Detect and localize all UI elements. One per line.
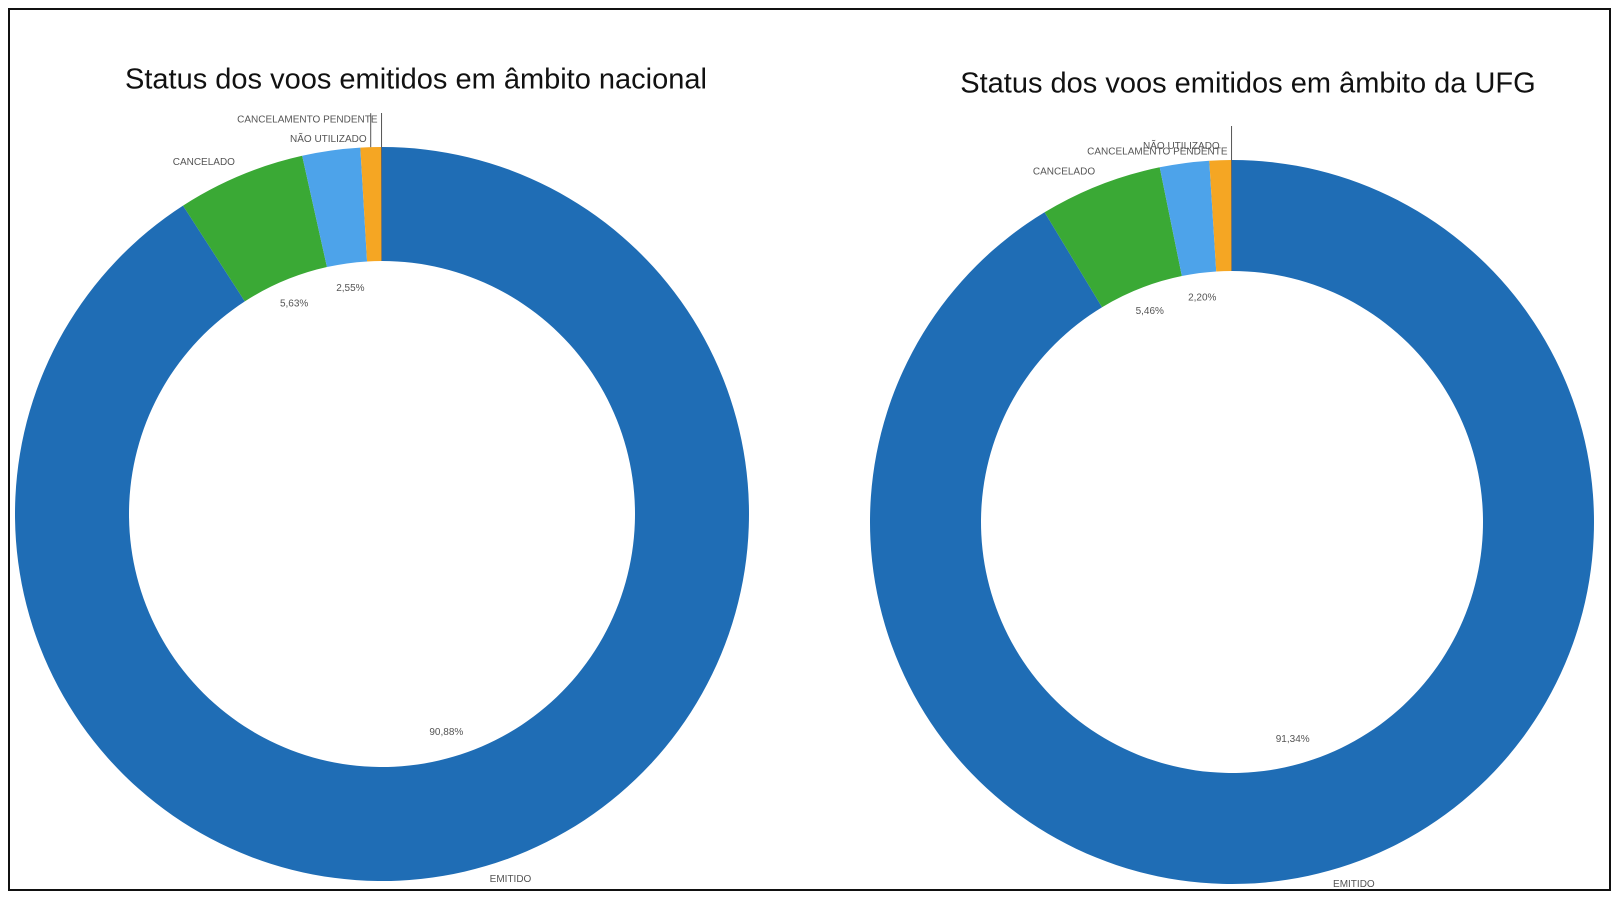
- donut-slice: [302, 147, 368, 268]
- donut-slice: [360, 147, 382, 262]
- value-label: 90,88%: [429, 727, 463, 738]
- donut-slice: [183, 155, 327, 302]
- chart-title: Status dos voos emitidos em âmbito nacio…: [125, 64, 707, 96]
- donut-slice: [1231, 160, 1232, 272]
- slice-label: NÃO UTILIZADO: [290, 132, 367, 145]
- donut-slice: [1044, 167, 1182, 308]
- slice-label: NÃO UTILIZADO: [1143, 139, 1220, 152]
- donut-slice: [381, 147, 382, 262]
- slice-label: CANCELADO: [1033, 166, 1095, 177]
- donut-slice: [1159, 160, 1217, 277]
- slice-label: CANCELAMENTO PENDENTE: [1087, 147, 1228, 158]
- slice-label: CANCELADO: [173, 157, 235, 168]
- donut-slice: [869, 160, 1594, 885]
- value-label: 91,34%: [1276, 734, 1310, 745]
- value-label: 5,46%: [1136, 306, 1164, 317]
- donut-slice: [1209, 160, 1232, 272]
- value-label: 5,63%: [280, 299, 308, 310]
- slice-label: CANCELAMENTO PENDENTE: [237, 115, 378, 126]
- value-label: 2,55%: [336, 283, 364, 294]
- value-label: 2,20%: [1188, 293, 1216, 304]
- chart-title: Status dos voos emitidos em âmbito da UF…: [960, 68, 1535, 100]
- frame: [8, 8, 1611, 891]
- slice-label: EMITIDO: [1333, 879, 1375, 890]
- slice-label: EMITIDO: [490, 874, 532, 885]
- donut-slice: [15, 147, 750, 881]
